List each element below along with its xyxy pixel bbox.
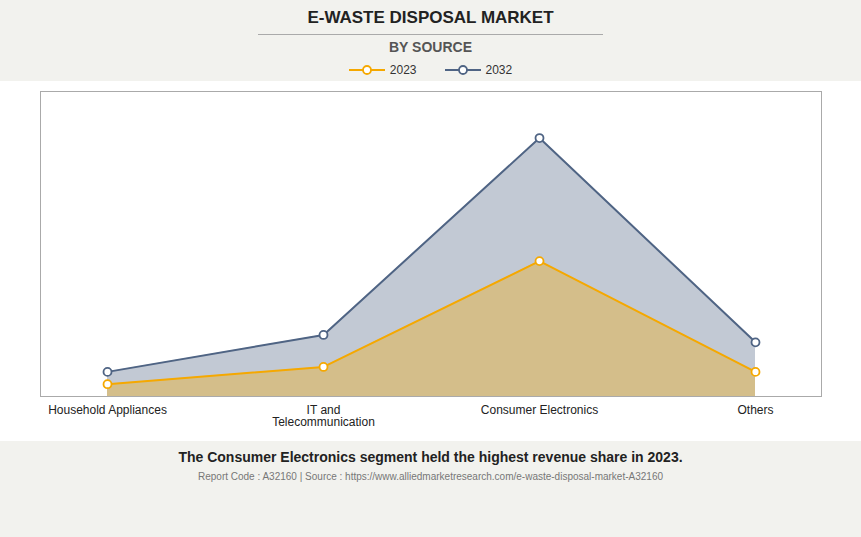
svg-text:Household Appliances: Household Appliances [48,403,167,417]
html-text:E-WASTE DISPOSAL MARKET: E-WASTE DISPOSAL MARKET [307,8,554,27]
html-text:The Consumer Electronics segme: The Consumer Electronics segment held th… [178,449,683,465]
html-text:2023: 2023 [389,63,417,77]
svg-text:Others: Others [737,403,773,417]
html-text:2032: 2032 [485,63,513,77]
svg-text:Consumer Electronics: Consumer Electronics [481,403,598,417]
html-text:Report Code : A32160 | Source: Report Code : A32160 | Source : https://… [198,471,663,482]
svg-text:IT andTelecommunication: IT andTelecommunication [272,403,375,429]
html-text:BY SOURCE: BY SOURCE [389,39,472,55]
